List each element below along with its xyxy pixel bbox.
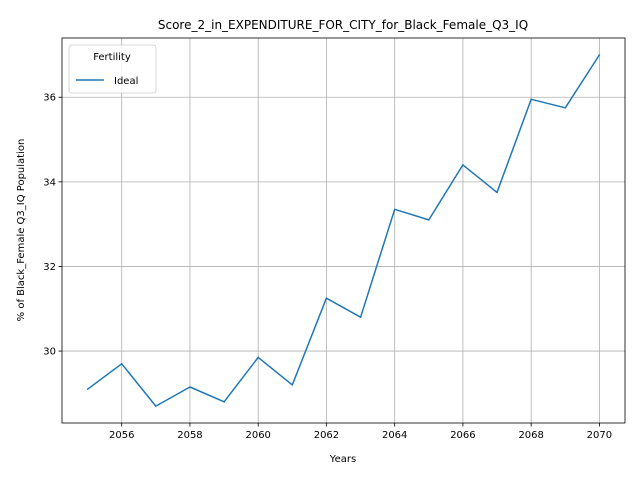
data-point <box>393 208 396 211</box>
data-point <box>257 356 259 359</box>
legend-label-ideal: Ideal <box>114 76 138 87</box>
data-point <box>325 297 328 299</box>
chart-title: Score_2_in_EXPENDITURE_FOR_CITY_for_Blac… <box>158 18 528 32</box>
x-tick-label: 2062 <box>314 430 339 441</box>
x-tick-label: 2060 <box>245 430 270 441</box>
plot-frame <box>61 37 626 424</box>
x-tick-label: 2066 <box>450 430 475 441</box>
y-tick-label: 30 <box>43 347 56 358</box>
data-point <box>291 384 294 386</box>
data-point <box>598 54 601 56</box>
series-line-ideal <box>87 54 601 407</box>
axis-ticks: 2056 2058 2060 2062 2064 2066 2068 2070 30 32 34 36 <box>43 93 612 441</box>
y-axis-label: % of Black_Female Q3_IQ Population <box>16 139 27 322</box>
data-point <box>564 107 567 109</box>
data-point <box>120 363 123 365</box>
data-point <box>530 98 532 101</box>
x-axis-label: Years <box>329 454 356 465</box>
grid <box>62 38 625 423</box>
legend-box <box>68 44 157 94</box>
data-point <box>155 405 157 407</box>
data-point <box>428 219 430 221</box>
data-point <box>359 316 362 318</box>
data-point <box>189 386 191 388</box>
x-tick-label: 2068 <box>518 430 543 441</box>
plot-background <box>62 38 625 423</box>
x-tick-label: 2070 <box>587 430 612 441</box>
data-point <box>86 388 89 390</box>
x-tick-label: 2056 <box>109 430 134 441</box>
data-point <box>223 401 225 403</box>
x-tick-label: 2064 <box>382 430 407 441</box>
y-tick-label: 34 <box>43 177 56 188</box>
y-tick-label: 36 <box>43 93 56 104</box>
legend-title: Fertility <box>93 52 131 63</box>
y-tick-label: 32 <box>43 262 56 273</box>
legend: Fertility Ideal <box>68 44 157 94</box>
series-layer <box>86 54 601 407</box>
data-point <box>462 164 464 166</box>
data-point <box>496 191 498 194</box>
x-tick-label: 2058 <box>177 430 202 441</box>
